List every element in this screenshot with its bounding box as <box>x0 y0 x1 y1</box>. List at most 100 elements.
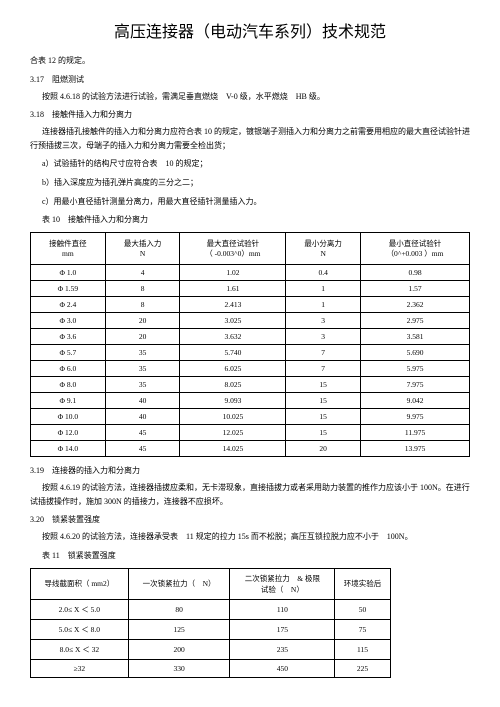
table-cell: 3.632 <box>180 329 286 345</box>
table-cell: 8.025 <box>180 377 286 393</box>
table-cell: 9.042 <box>361 393 470 409</box>
table-row: ≥32330450225 <box>31 659 391 677</box>
table-cell: 235 <box>230 639 335 659</box>
s317-body: 按照 4.6.18 的试验方法进行试验，需满足垂直燃烧 V-0 级，水平燃烧 H… <box>30 90 470 104</box>
t11-caption: 表 11 锁紧装置强度 <box>30 549 470 563</box>
table-header: 最大直径试验针（ -0.003^0）mm <box>180 232 286 265</box>
table-cell: 40 <box>105 393 180 409</box>
table-cell: 15 <box>286 393 361 409</box>
s318-p1: 连接器插孔接触件的插入力和分离力应符合表 10 的规定，镀银端子测插入力和分离力… <box>30 125 470 152</box>
table-cell: ≥32 <box>31 659 129 677</box>
table-cell: Φ 2.4 <box>31 297 106 313</box>
table-row: 8.0≤ X ＜ 32200235115 <box>31 639 391 659</box>
table-cell: 15 <box>286 425 361 441</box>
table-cell: 8 <box>105 281 180 297</box>
table-cell: 450 <box>230 659 335 677</box>
table-cell: Φ 14.0 <box>31 441 106 457</box>
t10-header-row: 接触件直径mm最大插入力N最大直径试验针（ -0.003^0）mm最小分离力N最… <box>31 232 470 265</box>
table-cell: Φ 6.0 <box>31 361 106 377</box>
table-cell: Φ 3.6 <box>31 329 106 345</box>
table-cell: 0.4 <box>286 265 361 281</box>
table-cell: 4 <box>105 265 180 281</box>
table-cell: 35 <box>105 345 180 361</box>
table-cell: Φ 12.0 <box>31 425 106 441</box>
section-319: 3.19 连接器的插入力和分离力 <box>30 465 470 476</box>
table-cell: 330 <box>128 659 230 677</box>
table-cell: 3 <box>286 329 361 345</box>
section-317: 3.17 阻燃测试 <box>30 74 470 85</box>
table-cell: Φ 9.1 <box>31 393 106 409</box>
table-cell: 13.975 <box>361 441 470 457</box>
pretext: 合表 12 的规定。 <box>30 54 470 68</box>
table-cell: 1.61 <box>180 281 286 297</box>
table-cell: 45 <box>105 441 180 457</box>
table-cell: 2.975 <box>361 313 470 329</box>
table-cell: 15 <box>286 409 361 425</box>
sec-num: 3.17 <box>30 75 44 84</box>
table-row: Φ 1.5981.6111.57 <box>31 281 470 297</box>
s318-a: a）试验插针的结构尺寸应符合表 10 的规定； <box>30 157 470 171</box>
s320-body: 按照 4.6.20 的试验方法，连接器承受表 11 规定的拉力 15s 而不松脱… <box>30 530 470 544</box>
table-cell: 225 <box>335 659 391 677</box>
table-cell: 0.98 <box>361 265 470 281</box>
table-header: 环境实验后 <box>335 568 391 599</box>
table-cell: 75 <box>335 619 391 639</box>
table-cell: 2.0≤ X ＜ 5.0 <box>31 599 129 619</box>
page-title: 高压连接器（电动汽车系列）技术规范 <box>30 18 470 42</box>
table-cell: 7.975 <box>361 377 470 393</box>
table-cell: 115 <box>335 639 391 659</box>
table-cell: 7 <box>286 345 361 361</box>
table-cell: 35 <box>105 361 180 377</box>
table-cell: Φ 8.0 <box>31 377 106 393</box>
table-cell: 2.362 <box>361 297 470 313</box>
t11-body: 2.0≤ X ＜ 5.080110505.0≤ X ＜ 8.0125175758… <box>31 599 391 677</box>
table-row: 5.0≤ X ＜ 8.012517575 <box>31 619 391 639</box>
table-cell: 6.025 <box>180 361 286 377</box>
section-320: 3.20 锁紧装置强度 <box>30 514 470 525</box>
table-row: Φ 8.0358.025157.975 <box>31 377 470 393</box>
table-row: Φ 2.482.41312.362 <box>31 297 470 313</box>
table-cell: 35 <box>105 377 180 393</box>
table-cell: 9.093 <box>180 393 286 409</box>
t11-header-row: 导线截面积（ mm2）一次锁紧拉力（ N）二次锁紧拉力 & 极限试验（ N）环境… <box>31 568 391 599</box>
table-cell: 5.740 <box>180 345 286 361</box>
table-cell: 12.025 <box>180 425 286 441</box>
table-cell: 5.975 <box>361 361 470 377</box>
table-row: Φ 9.1409.093159.042 <box>31 393 470 409</box>
section-318: 3.18 接触件插入力和分离力 <box>30 109 470 120</box>
table-cell: 40 <box>105 409 180 425</box>
sec-title: 连接器的插入力和分离力 <box>52 466 140 475</box>
table-cell: 5.690 <box>361 345 470 361</box>
table-header: 最小分离力N <box>286 232 361 265</box>
table-cell: 3.025 <box>180 313 286 329</box>
table-cell: 20 <box>105 313 180 329</box>
sec-title: 接触件插入力和分离力 <box>52 110 132 119</box>
table-cell: 5.0≤ X ＜ 8.0 <box>31 619 129 639</box>
table-cell: Φ 5.7 <box>31 345 106 361</box>
sec-title: 锁紧装置强度 <box>52 515 100 524</box>
table-cell: 1 <box>286 281 361 297</box>
table-header: 最大插入力N <box>105 232 180 265</box>
table-row: Φ 5.7355.74075.690 <box>31 345 470 361</box>
table-row: Φ 14.04514.0252013.975 <box>31 441 470 457</box>
table-cell: 3 <box>286 313 361 329</box>
table-row: 2.0≤ X ＜ 5.08011050 <box>31 599 391 619</box>
table-cell: 175 <box>230 619 335 639</box>
s319-body: 按照 4.6.19 的试验方法，连接器插拔应柔和，无卡滞现象，直接插拔力或者采用… <box>30 481 470 508</box>
sec-num: 3.19 <box>30 466 44 475</box>
table-11: 导线截面积（ mm2）一次锁紧拉力（ N）二次锁紧拉力 & 极限试验（ N）环境… <box>30 568 391 678</box>
sec-num: 3.18 <box>30 110 44 119</box>
table-cell: 50 <box>335 599 391 619</box>
table-cell: 10.025 <box>180 409 286 425</box>
table-header: 二次锁紧拉力 & 极限试验（ N） <box>230 568 335 599</box>
table-cell: 1.57 <box>361 281 470 297</box>
table-header: 最小直径试验针（0^+0.003 ）mm <box>361 232 470 265</box>
table-cell: 9.975 <box>361 409 470 425</box>
table-cell: 20 <box>105 329 180 345</box>
table-cell: Φ 3.0 <box>31 313 106 329</box>
sec-title: 阻燃测试 <box>52 75 84 84</box>
table-row: Φ 12.04512.0251511.975 <box>31 425 470 441</box>
table-row: Φ 10.04010.025159.975 <box>31 409 470 425</box>
table-cell: 7 <box>286 361 361 377</box>
sec-num: 3.20 <box>30 515 44 524</box>
